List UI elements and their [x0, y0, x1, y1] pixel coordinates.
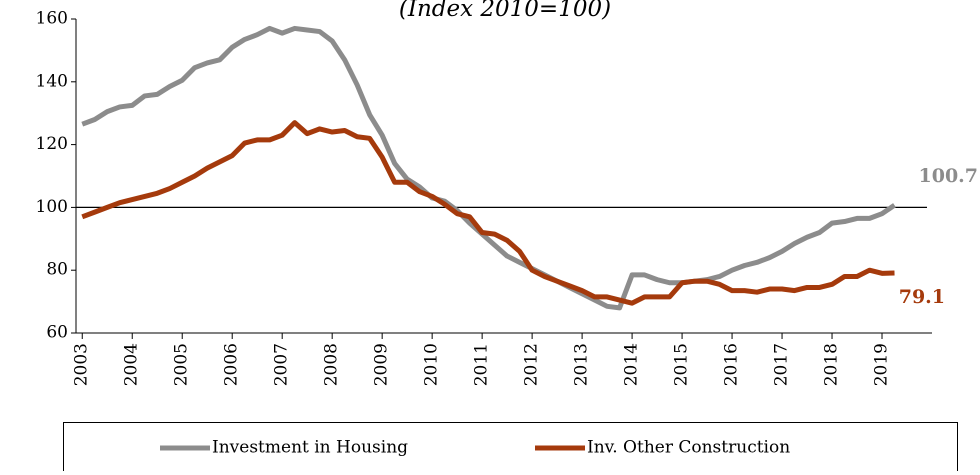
y-tick-label: 80: [46, 260, 68, 280]
x-tick-label: 2004: [122, 343, 142, 386]
chart-subtitle: (Index 2010=100): [399, 0, 611, 22]
x-tick-label: 2014: [622, 343, 642, 386]
x-tick-label: 2009: [372, 343, 392, 386]
x-tick-label: 2012: [522, 343, 542, 386]
x-tick-label: 2008: [322, 343, 342, 386]
series-line: [81, 120, 895, 306]
x-tick-label: 2006: [222, 343, 242, 386]
x-tick-label: 2016: [722, 343, 742, 386]
x-tick-label: 2015: [672, 343, 692, 386]
x-tick-label: 2005: [172, 343, 192, 386]
x-tick-label: 2003: [72, 343, 92, 386]
y-tick-label: 60: [46, 323, 68, 343]
x-tick-label: 2010: [422, 343, 442, 386]
legend-label: Inv. Other Construction: [587, 438, 790, 458]
x-tick-label: 2019: [872, 343, 892, 386]
x-tick-label: 2018: [822, 343, 842, 386]
legend-box: [63, 422, 958, 475]
x-tick-label: 2017: [772, 343, 792, 386]
y-tick-label: 100: [36, 197, 68, 217]
series-line: [81, 25, 896, 311]
legend-label: Investment in Housing: [212, 438, 408, 458]
x-tick-label: 2013: [572, 343, 592, 386]
x-tick-label: 2007: [272, 343, 292, 386]
data-label: 79.1: [899, 286, 945, 308]
y-tick-label: 160: [36, 9, 68, 29]
y-tick-label: 140: [36, 71, 68, 91]
data-label: 100.7: [919, 165, 979, 187]
x-tick-label: 2011: [472, 343, 492, 386]
y-tick-label: 120: [36, 134, 68, 154]
